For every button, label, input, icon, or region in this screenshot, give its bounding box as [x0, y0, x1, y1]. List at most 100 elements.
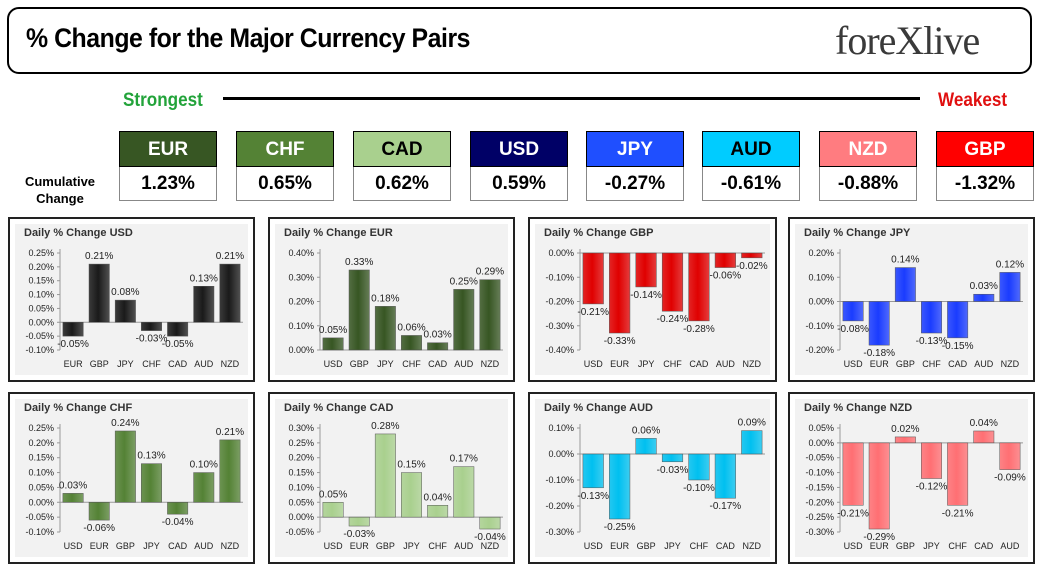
data-label: 0.06% — [397, 322, 425, 333]
bar-group: -0.33% EUR — [604, 252, 636, 369]
x-tick-label: GBP — [896, 359, 915, 369]
data-label: -0.04% — [474, 532, 506, 543]
cumulative-change-value: 0.59% — [470, 167, 568, 201]
y-tick-label: -0.10% — [25, 527, 54, 537]
bar — [479, 516, 501, 530]
bar — [741, 430, 763, 455]
bar — [999, 442, 1021, 470]
y-tick-label: -0.25% — [805, 512, 834, 522]
bar-group: 0.18% JPY — [371, 293, 399, 369]
bar-group: -0.06% EUR — [83, 502, 115, 551]
bar-group: -0.04% CAD — [162, 502, 194, 551]
chart-panel-usd: Daily % Change USD -0.10% -0.05% 0.00% 0.05%… — [8, 217, 255, 382]
x-tick-label: EUR — [870, 359, 890, 369]
x-tick-label: AUD — [1000, 541, 1020, 551]
data-label: 0.21% — [216, 427, 244, 438]
cumulative-change-value: -1.32% — [936, 167, 1034, 201]
bar — [401, 335, 422, 351]
data-label: 0.03% — [423, 330, 451, 341]
bar-group: 0.12% NZD — [996, 259, 1024, 369]
bar-group: 0.05% USD — [319, 489, 347, 551]
currency-code: CAD — [353, 131, 451, 167]
currency-box-nzd: NZD -0.88% — [819, 131, 917, 201]
bar — [661, 453, 684, 463]
currency-code: AUD — [702, 131, 800, 167]
chart-panel-jpy: Daily % Change JPY -0.20% -0.10% 0.00% 0.10%… — [788, 217, 1035, 382]
cumulative-change-value: -0.61% — [702, 167, 800, 201]
data-label: -0.03% — [136, 334, 168, 345]
y-tick-label: 0.00% — [548, 248, 574, 258]
data-label: -0.12% — [916, 482, 948, 493]
data-label: -0.05% — [57, 339, 89, 350]
bar — [114, 299, 136, 323]
bar-group: 0.04% CAD — [970, 418, 998, 551]
data-label: -0.05% — [162, 339, 194, 350]
bar-chart: Daily % Change GBP -0.40% -0.30% -0.20% -0.1… — [544, 227, 768, 369]
x-tick-label: CAD — [716, 541, 736, 551]
y-tick-label: 0.00% — [28, 497, 54, 507]
bar — [193, 472, 215, 503]
bar — [453, 466, 475, 518]
bar — [88, 502, 110, 521]
bar — [894, 267, 916, 302]
bar — [999, 272, 1021, 302]
bar — [582, 453, 604, 489]
bar — [322, 337, 344, 351]
bar-group: 0.06% CHF — [397, 322, 425, 369]
x-tick-label: CHF — [402, 359, 421, 369]
x-tick-label: AUD — [454, 359, 474, 369]
x-tick-label: USD — [844, 359, 864, 369]
bar — [609, 252, 631, 334]
y-tick-label: 0.15% — [28, 453, 54, 463]
x-tick-label: AUD — [716, 359, 736, 369]
header-box: % Change for the Major Currency Pairs fo… — [7, 7, 1032, 74]
data-label: -0.13% — [577, 491, 609, 502]
bar-group: -0.08% USD — [837, 301, 869, 369]
y-tick-label: 0.25% — [288, 438, 314, 448]
y-tick-label: 0.00% — [808, 438, 834, 448]
x-tick-label: NZD — [221, 541, 240, 551]
bar — [141, 322, 162, 331]
data-label: 0.04% — [970, 418, 998, 429]
y-tick-label: -0.05% — [25, 331, 54, 341]
data-label: 0.05% — [319, 489, 347, 500]
x-tick-label: USD — [324, 541, 344, 551]
y-tick-label: -0.30% — [545, 321, 574, 331]
x-tick-label: USD — [324, 359, 344, 369]
data-label: -0.06% — [83, 523, 115, 534]
x-tick-label: CAD — [428, 359, 448, 369]
y-tick-label: -0.40% — [545, 345, 574, 355]
y-tick-label: -0.10% — [805, 468, 834, 478]
x-tick-label: EUR — [90, 541, 110, 551]
data-label: 0.25% — [450, 276, 478, 287]
bar-chart: Daily % Change AUD -0.30% -0.20% -0.10% 0.00… — [544, 402, 766, 551]
data-label: -0.21% — [942, 508, 974, 519]
data-label: 0.10% — [190, 460, 218, 471]
x-tick-label: USD — [584, 359, 604, 369]
bar-group: 0.02% GBP — [891, 424, 919, 551]
y-tick-label: 0.00% — [548, 449, 574, 459]
x-tick-label: EUR — [610, 359, 630, 369]
x-tick-label: NZD — [221, 359, 240, 369]
x-tick-label: NZD — [481, 541, 500, 551]
data-label: 0.24% — [111, 418, 139, 429]
data-label: -0.08% — [837, 324, 869, 335]
data-label: -0.21% — [577, 307, 609, 318]
currency-box-eur: EUR 1.23% — [119, 131, 217, 201]
cumulative-change-value: -0.88% — [819, 167, 917, 201]
currency-box-usd: USD 0.59% — [470, 131, 568, 201]
x-tick-label: GBP — [90, 359, 109, 369]
bar — [688, 453, 710, 481]
data-label: -0.18% — [863, 348, 895, 359]
data-label: 0.21% — [216, 251, 244, 262]
x-tick-label: CAD — [168, 541, 188, 551]
bar — [921, 442, 942, 479]
bar-group: -0.17% CAD — [710, 453, 741, 551]
chart-panel-chf: Daily % Change CHF -0.10% -0.05% 0.00% 0.05%… — [8, 392, 255, 564]
bar — [947, 301, 969, 339]
data-label: -0.03% — [343, 529, 375, 540]
chart-title: Daily % Change CAD — [284, 402, 393, 414]
data-label: 0.14% — [891, 255, 919, 266]
bar-group: -0.12% JPY — [916, 442, 948, 551]
x-tick-label: GBP — [350, 359, 369, 369]
